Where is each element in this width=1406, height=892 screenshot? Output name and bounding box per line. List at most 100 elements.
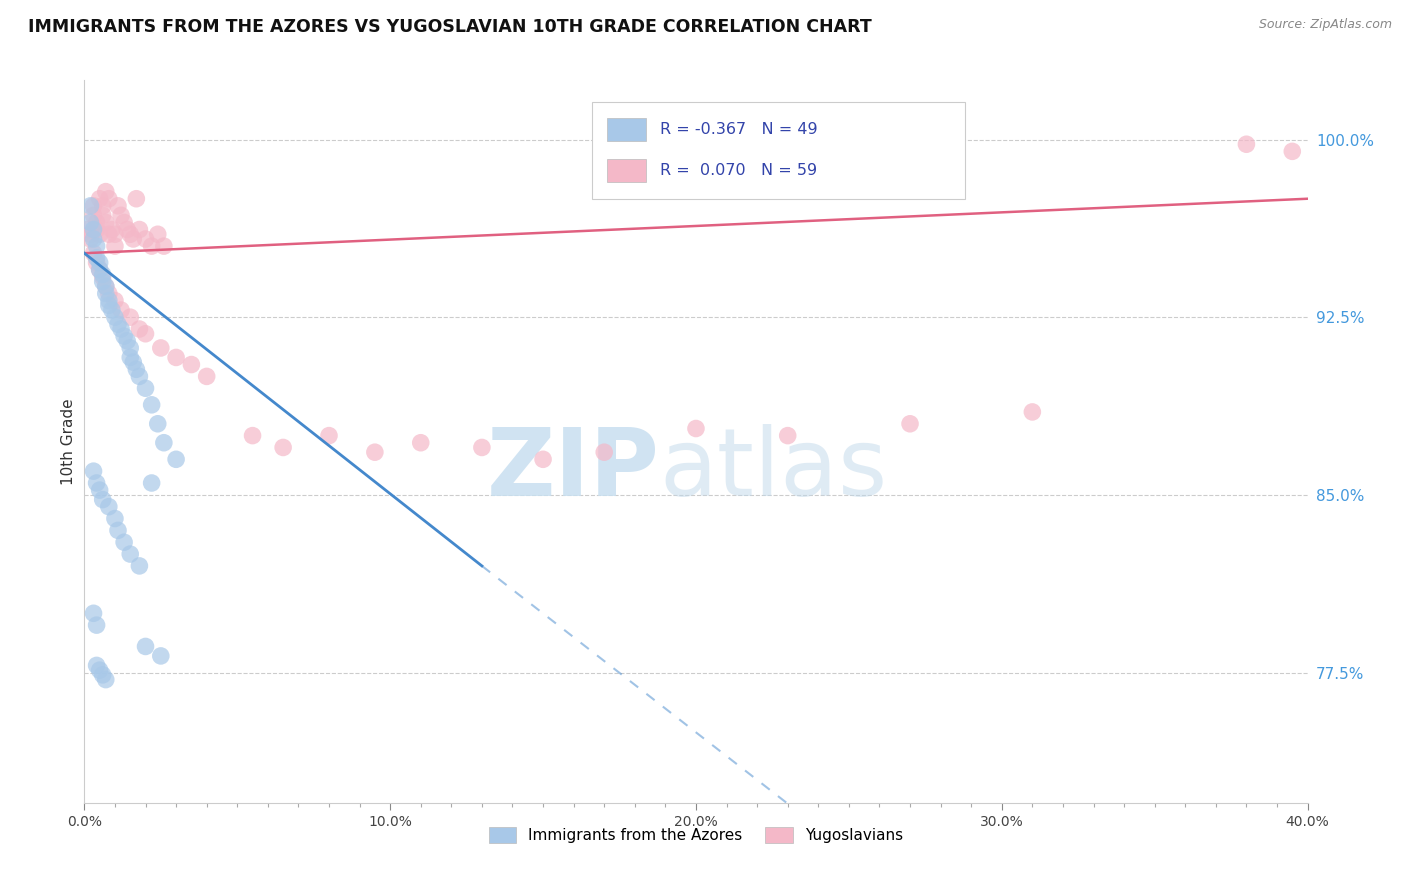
Point — [101, 303, 124, 318]
Point — [685, 421, 707, 435]
Point — [89, 483, 111, 497]
Point — [91, 208, 114, 222]
FancyBboxPatch shape — [606, 159, 645, 182]
Point — [107, 524, 129, 538]
Point — [104, 293, 127, 308]
Point — [1021, 405, 1043, 419]
Point — [128, 369, 150, 384]
Point — [128, 222, 150, 236]
Point — [135, 640, 157, 654]
Point — [83, 607, 105, 621]
Point — [141, 475, 163, 490]
Point — [141, 398, 163, 412]
Point — [83, 222, 105, 236]
Point — [128, 322, 150, 336]
Point — [120, 227, 142, 242]
Point — [110, 322, 132, 336]
Point — [120, 547, 142, 561]
Point — [110, 208, 132, 222]
Point — [94, 279, 117, 293]
Point — [97, 500, 120, 514]
Point — [112, 535, 135, 549]
Point — [593, 445, 616, 459]
Point — [86, 251, 108, 265]
Point — [76, 222, 98, 236]
Point — [79, 215, 101, 229]
Y-axis label: 10th Grade: 10th Grade — [60, 398, 76, 485]
Point — [83, 208, 105, 222]
Point — [83, 464, 105, 478]
Point — [94, 279, 117, 293]
Point — [153, 239, 176, 253]
Text: ZIP: ZIP — [486, 425, 659, 516]
Point — [242, 428, 264, 442]
Point — [135, 381, 157, 395]
FancyBboxPatch shape — [606, 118, 645, 141]
Text: atlas: atlas — [659, 425, 887, 516]
Point — [91, 668, 114, 682]
Point — [91, 269, 114, 284]
Point — [898, 417, 921, 431]
Point — [97, 293, 120, 308]
Text: R =  0.070   N = 59: R = 0.070 N = 59 — [661, 163, 818, 178]
Point — [94, 286, 117, 301]
Point — [146, 227, 169, 242]
Point — [86, 255, 108, 269]
Point — [89, 227, 111, 242]
Point — [83, 246, 105, 260]
Point — [120, 310, 142, 325]
Point — [364, 445, 387, 459]
Point — [776, 428, 799, 442]
Point — [91, 492, 114, 507]
Point — [141, 239, 163, 253]
Point — [115, 334, 138, 348]
Point — [94, 215, 117, 229]
Point — [112, 329, 135, 343]
Point — [318, 428, 340, 442]
Point — [97, 286, 120, 301]
Point — [91, 199, 114, 213]
Point — [107, 318, 129, 332]
Point — [149, 341, 172, 355]
Legend: Immigrants from the Azores, Yugoslavians: Immigrants from the Azores, Yugoslavians — [482, 822, 910, 849]
Point — [149, 648, 172, 663]
Point — [120, 351, 142, 365]
Point — [107, 199, 129, 213]
Point — [86, 475, 108, 490]
Point — [1281, 145, 1303, 159]
Point — [165, 351, 187, 365]
Point — [79, 227, 101, 242]
Point — [97, 298, 120, 312]
Point — [79, 199, 101, 213]
Point — [110, 303, 132, 318]
Point — [153, 435, 176, 450]
Point — [86, 618, 108, 632]
Point — [531, 452, 554, 467]
Point — [89, 262, 111, 277]
Point — [104, 310, 127, 325]
Point — [1236, 137, 1258, 152]
Point — [471, 441, 494, 455]
Point — [128, 558, 150, 573]
Point — [271, 441, 294, 455]
Point — [89, 663, 111, 677]
Point — [86, 215, 108, 229]
Point — [97, 227, 120, 242]
Point — [83, 232, 105, 246]
Point — [112, 215, 135, 229]
Point — [91, 275, 114, 289]
Point — [195, 369, 218, 384]
Text: Source: ZipAtlas.com: Source: ZipAtlas.com — [1258, 18, 1392, 31]
Point — [91, 268, 114, 282]
Point — [122, 232, 145, 246]
Point — [104, 511, 127, 525]
Point — [89, 255, 111, 269]
Text: R = -0.367   N = 49: R = -0.367 N = 49 — [661, 122, 818, 136]
Point — [94, 673, 117, 687]
Point — [125, 192, 148, 206]
Point — [89, 192, 111, 206]
Point — [97, 192, 120, 206]
Point — [125, 362, 148, 376]
Point — [409, 435, 432, 450]
Point — [115, 222, 138, 236]
